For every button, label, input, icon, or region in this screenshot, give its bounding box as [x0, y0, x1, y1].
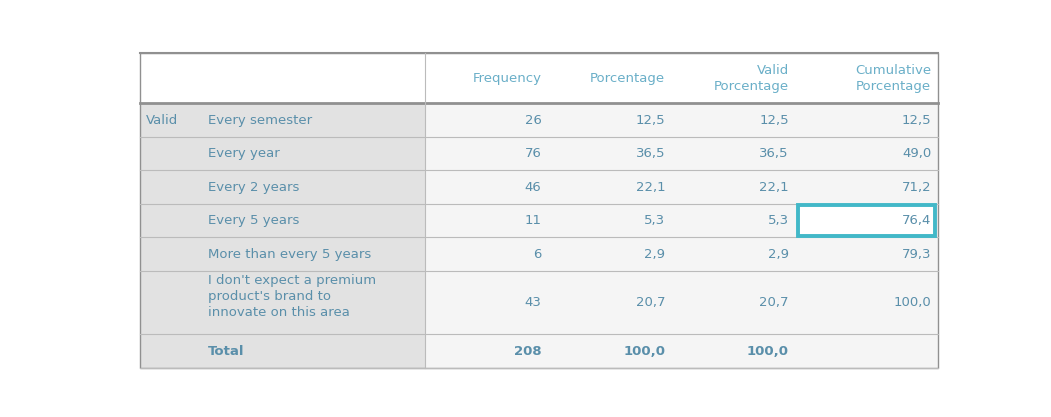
Bar — [796, 204, 937, 237]
Bar — [202, 53, 425, 103]
Bar — [672, 334, 796, 368]
Text: 12,5: 12,5 — [902, 114, 931, 127]
Bar — [425, 171, 549, 204]
Text: 36,5: 36,5 — [759, 147, 788, 160]
Bar — [672, 103, 796, 137]
Bar — [425, 103, 549, 137]
Text: 6: 6 — [533, 248, 541, 261]
Bar — [140, 103, 202, 137]
Bar — [796, 53, 937, 103]
Text: Frequency: Frequency — [473, 72, 541, 85]
Text: Valid
Porcentage: Valid Porcentage — [714, 64, 788, 93]
Bar — [425, 137, 549, 171]
Text: 2,9: 2,9 — [767, 248, 788, 261]
Text: Total: Total — [208, 345, 244, 358]
Text: Cumulative
Porcentage: Cumulative Porcentage — [856, 64, 931, 93]
Bar — [549, 171, 672, 204]
Bar — [425, 53, 549, 103]
Bar — [425, 204, 549, 237]
Text: 71,2: 71,2 — [902, 181, 931, 193]
Text: 20,7: 20,7 — [759, 296, 788, 309]
Text: 22,1: 22,1 — [759, 181, 788, 193]
Bar — [549, 334, 672, 368]
Bar — [796, 137, 937, 171]
Text: 22,1: 22,1 — [636, 181, 665, 193]
Bar — [202, 171, 425, 204]
Bar — [425, 334, 549, 368]
Bar — [140, 137, 202, 171]
Text: 5,3: 5,3 — [767, 214, 788, 227]
Bar — [140, 271, 202, 334]
Bar — [202, 137, 425, 171]
Bar — [549, 204, 672, 237]
Bar — [672, 204, 796, 237]
Bar — [202, 237, 425, 271]
Bar — [549, 137, 672, 171]
Bar — [672, 137, 796, 171]
Text: Every year: Every year — [208, 147, 280, 160]
Bar — [140, 53, 202, 103]
Bar — [202, 103, 425, 137]
Bar — [549, 237, 672, 271]
Bar — [796, 271, 937, 334]
Text: Porcentage: Porcentage — [590, 72, 665, 85]
Text: 36,5: 36,5 — [636, 147, 665, 160]
Bar — [202, 271, 425, 334]
Bar — [672, 171, 796, 204]
Bar — [140, 237, 202, 271]
Text: 100,0: 100,0 — [746, 345, 788, 358]
Bar — [796, 334, 937, 368]
Bar — [796, 103, 937, 137]
Text: 20,7: 20,7 — [636, 296, 665, 309]
Bar — [140, 204, 202, 237]
Text: 49,0: 49,0 — [902, 147, 931, 160]
Text: 12,5: 12,5 — [759, 114, 788, 127]
Text: 208: 208 — [514, 345, 541, 358]
Text: 43: 43 — [524, 296, 541, 309]
Text: Every 5 years: Every 5 years — [208, 214, 300, 227]
Text: 100,0: 100,0 — [623, 345, 665, 358]
Bar — [796, 237, 937, 271]
Bar — [425, 271, 549, 334]
Text: 26: 26 — [524, 114, 541, 127]
Text: Valid: Valid — [146, 114, 179, 127]
Text: Every 2 years: Every 2 years — [208, 181, 300, 193]
Bar — [425, 237, 549, 271]
Bar — [672, 271, 796, 334]
Bar — [140, 171, 202, 204]
Text: 76: 76 — [524, 147, 541, 160]
Bar — [798, 205, 935, 236]
Text: 79,3: 79,3 — [902, 248, 931, 261]
Text: More than every 5 years: More than every 5 years — [208, 248, 371, 261]
Text: 12,5: 12,5 — [636, 114, 665, 127]
Bar — [202, 204, 425, 237]
Text: 100,0: 100,0 — [893, 296, 931, 309]
Text: 76,4: 76,4 — [902, 214, 931, 227]
Text: Every semester: Every semester — [208, 114, 312, 127]
Bar — [140, 334, 202, 368]
Text: 5,3: 5,3 — [644, 214, 665, 227]
Text: 76,4: 76,4 — [902, 214, 931, 227]
Bar — [796, 171, 937, 204]
Text: 46: 46 — [524, 181, 541, 193]
Bar — [549, 271, 672, 334]
Bar — [672, 53, 796, 103]
Text: 11: 11 — [524, 214, 541, 227]
Bar — [672, 237, 796, 271]
Text: I don't expect a premium
product's brand to
innovate on this area: I don't expect a premium product's brand… — [208, 274, 376, 319]
Bar — [549, 103, 672, 137]
Text: 2,9: 2,9 — [644, 248, 665, 261]
Bar — [549, 53, 672, 103]
Bar — [202, 334, 425, 368]
